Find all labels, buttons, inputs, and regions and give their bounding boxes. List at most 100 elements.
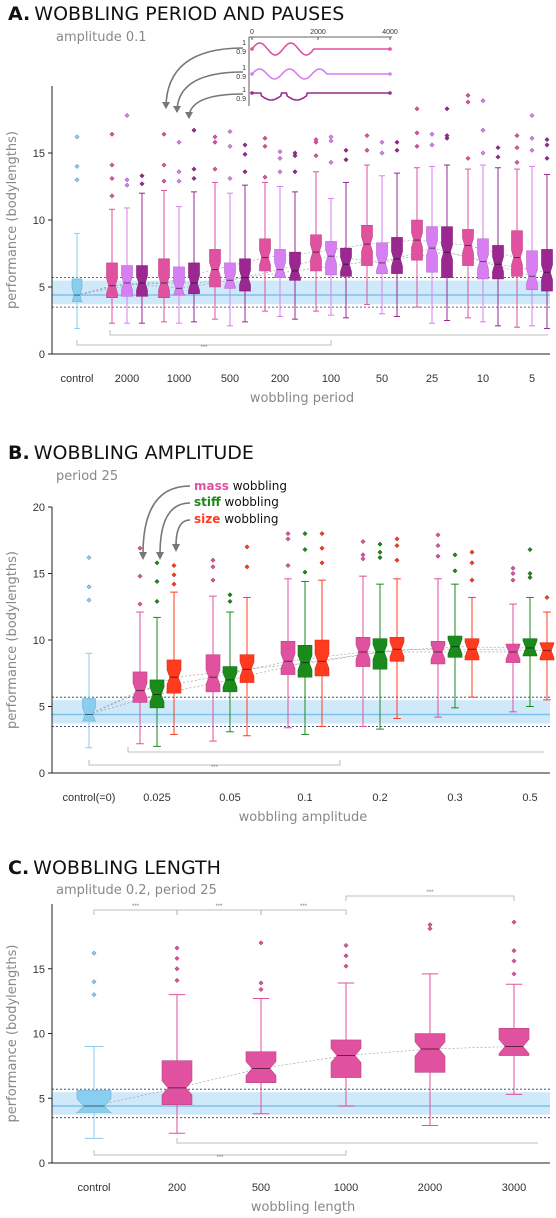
panel-a-series3-box [391, 237, 403, 274]
panel-a-x-tick-label: 5 [529, 373, 535, 385]
panel-b-series2-outlier [302, 569, 308, 575]
panel-b-series2-box [522, 638, 538, 657]
panel-b-series2-outlier [154, 578, 160, 585]
panel-b-y-tick-label: 15 [33, 569, 45, 581]
panel-a-series3-outlier [139, 173, 145, 179]
panel-b-y-tick-label: 5 [39, 702, 45, 714]
panel-c-letter: C. [8, 857, 29, 879]
panel-b-series3-outlier [469, 549, 475, 555]
panel-a-series1-outlier [262, 143, 268, 149]
panel-b-series2-outlier [377, 541, 383, 547]
panel-a-series2-box [274, 249, 286, 278]
panel-a-series1-outlier [161, 131, 167, 137]
panel-b-series3-outlier [244, 544, 250, 550]
inset-curve-endpoint [388, 72, 392, 76]
panel-a-x-tick-label: 2000 [115, 373, 139, 385]
panel-a-series3-outlier [292, 153, 298, 159]
panel-a-series1-outlier [161, 162, 167, 168]
panel-a-series3-outlier [292, 150, 298, 156]
panel-a-series1-box [361, 225, 373, 266]
legend-text: wobbling [229, 479, 287, 493]
legend-arrow-head [172, 544, 180, 552]
panel-a-series2-outlier [379, 139, 385, 145]
panel-c-series1-box [414, 1033, 446, 1073]
panel-b-significance-bracket [88, 760, 341, 766]
panel-a-series2-outlier [277, 149, 283, 155]
panel-b-series1-outlier [360, 552, 366, 558]
panel-c-x-axis-label: wobbling length [251, 1200, 355, 1215]
panel-b-series1-outlier [435, 532, 441, 538]
inset-y-tick-label: 1 [242, 87, 246, 94]
panel-c-subtitle: amplitude 0.2, period 25 [56, 883, 217, 898]
panel-a-series3-outlier [242, 151, 248, 157]
panel-c-significance-label: *** [300, 904, 308, 910]
panel-b-series2-outlier [154, 560, 160, 566]
panel-c-series1-outlier [174, 966, 180, 972]
legend-text: wobbling [220, 512, 278, 526]
panel-b-series1-box [280, 641, 296, 675]
panel-a-series2-outlier [124, 112, 130, 119]
panel-b-y-tick-label: 20 [33, 502, 45, 514]
panel-c-significance-line [176, 1138, 538, 1144]
panel-a-series2-outlier [227, 143, 233, 149]
panel-b-series1-outlier [360, 556, 366, 562]
panel-a-series3-outlier [394, 147, 400, 153]
panel-c-control-box [76, 1090, 112, 1114]
panel-b-control-outlier [86, 584, 92, 590]
panel-a-series3-outlier [191, 166, 197, 172]
panel-a-x-tick-label: 50 [376, 373, 388, 385]
panel-c-x-tick-label: 500 [252, 1182, 270, 1194]
panel-b-series3-outlier [319, 545, 325, 551]
panel-c-series1-outlier [343, 953, 349, 959]
panel-a-series2-box [426, 226, 438, 273]
panel-a-series2-outlier [480, 98, 486, 104]
panel-b-series1-outlier [285, 531, 291, 537]
panel-c-y-tick-label: 5 [39, 1093, 45, 1105]
panel-b-series2-box [372, 638, 388, 670]
panel-c-series1-outlier [174, 945, 180, 951]
panel-a-series3-outlier [292, 169, 298, 175]
panel-a-series1-outlier [109, 175, 115, 182]
inset-arrow-head [162, 102, 170, 109]
inset-y-tick-label: 1 [242, 40, 246, 47]
panel-c-y-tick-label: 15 [33, 964, 45, 976]
panel-a-series1-outlier [109, 131, 115, 137]
panel-a-series1-box [209, 249, 221, 288]
panel-b-series1-outlier [210, 557, 216, 563]
panel-b-series3-outlier [171, 572, 177, 578]
panel-b-series1-box [430, 641, 446, 665]
panel-a-series1-outlier [514, 145, 520, 151]
panel-a-series3-outlier [444, 106, 450, 112]
panel-a-series2-box [224, 262, 236, 289]
panel-c-x-tick-label: 2000 [418, 1182, 442, 1194]
panel-c-chart: 0 5 10 15 performance (bodylengths) control 20… [5, 890, 550, 1215]
inset-curve-startpoint [250, 91, 254, 95]
panel-c-significance-bracket [93, 909, 178, 915]
panel-a-series1-box [259, 238, 271, 272]
inset-curve-endpoint [388, 91, 392, 95]
panel-a-series3-outlier [191, 127, 197, 133]
panel-c-significance-label: *** [215, 904, 223, 910]
legend-key-stiff: stiff [194, 495, 221, 509]
panel-b-series2-outlier [527, 570, 533, 577]
panel-a-series2-box [526, 250, 538, 290]
panel-a-series3-outlier [495, 154, 501, 160]
inset-arrow [188, 93, 244, 119]
panel-a-series2-outlier [429, 131, 435, 137]
panel-c-y-tick-label: 10 [33, 1029, 45, 1041]
panel-b-series3-outlier [171, 562, 177, 569]
panel-a-significance-bracket [76, 340, 332, 346]
panel-a-series2-outlier [379, 150, 385, 156]
panel-b-series2-outlier [452, 552, 458, 558]
panel-c-x-tick-label: 3000 [502, 1182, 526, 1194]
panel-a-series3-box [492, 245, 504, 280]
panel-b-letter: B. [8, 442, 30, 464]
panel-b-control-band [52, 700, 550, 724]
inset-y-tick-label: 0.9 [236, 96, 246, 103]
panel-a-series2-outlier [227, 175, 233, 182]
panel-c-series1-outlier [343, 963, 349, 969]
panel-b-series2-box [297, 645, 313, 678]
panel-c-series1-outlier [258, 980, 264, 986]
